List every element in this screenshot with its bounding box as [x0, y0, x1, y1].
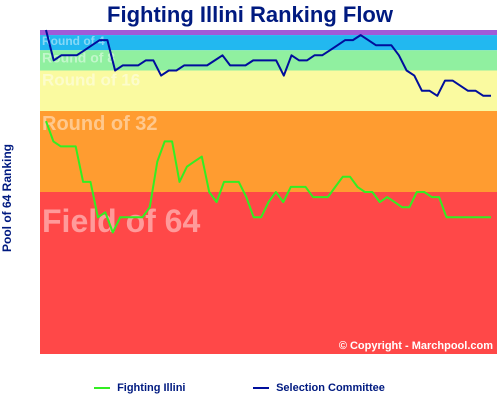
band-label-3: Round of 16	[42, 71, 140, 90]
copyright-credit: © Copyright - Marchpool.com	[339, 340, 493, 352]
band-label-1: Round of 4	[42, 34, 105, 48]
chart-title: Fighting Illini Ranking Flow	[107, 2, 393, 27]
band-0	[40, 30, 497, 36]
series-line-0	[45, 120, 491, 234]
band-1	[40, 35, 497, 51]
legend-label-selection-committee: Selection Committee	[276, 382, 385, 394]
legend-item-fighting-illini: Fighting Illini	[94, 382, 186, 394]
legend-item-selection-committee: Selection Committee	[253, 382, 385, 394]
band-5	[40, 192, 497, 354]
legend-label-fighting-illini: Fighting Illini	[117, 382, 186, 394]
series-lines	[45, 29, 491, 234]
legend-swatch-selection-committee	[253, 387, 269, 390]
band-label-4: Round of 32	[42, 113, 158, 135]
band-4	[40, 111, 497, 192]
band-label-5: Field of 64	[42, 203, 200, 239]
band-label-2: Round of 8	[42, 49, 115, 65]
legend-swatch-fighting-illini	[94, 387, 110, 390]
series-line-1	[45, 29, 491, 97]
